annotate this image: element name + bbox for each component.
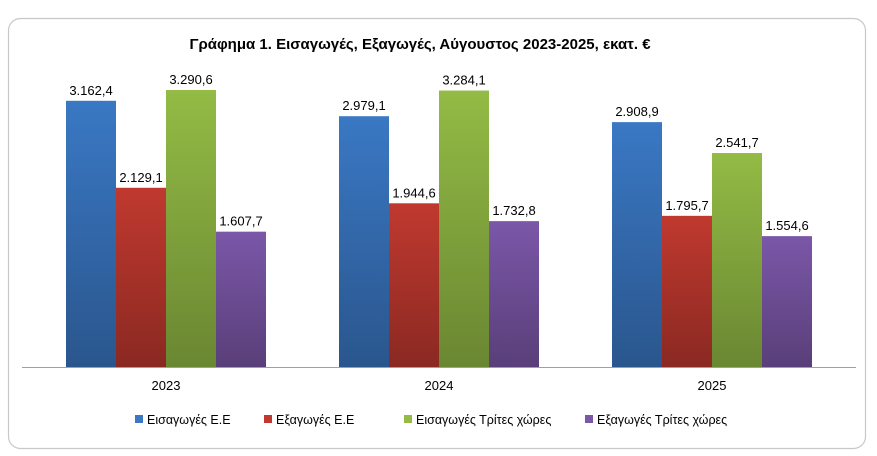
bar-2024-series-4 (489, 221, 539, 367)
data-label: 3.162,4 (69, 83, 112, 98)
bar-2025-series-4 (762, 236, 812, 367)
legend-label: Εισαγωγές Τρίτες χώρες (416, 413, 551, 427)
bar-2023-series-4 (216, 231, 266, 367)
data-label: 2.541,7 (715, 135, 758, 150)
bar-2023-series-2 (116, 187, 166, 367)
data-label: 1.944,6 (392, 185, 435, 200)
legend-label: Εισαγωγές Ε.Ε (147, 413, 231, 427)
bar-2025-series-2 (662, 215, 712, 367)
legend-swatch (135, 415, 143, 423)
bar-2024-series-3 (439, 90, 489, 367)
data-label: 2.129,1 (119, 170, 162, 185)
legend-label: Εξαγωγές Ε.Ε (276, 413, 354, 427)
x-tick-label: 2024 (425, 378, 454, 393)
bar-2023-series-3 (166, 90, 216, 367)
x-tick-label: 2023 (152, 378, 181, 393)
legend-label: Εξαγωγές Τρίτες χώρες (597, 413, 727, 427)
data-label: 1.795,7 (665, 198, 708, 213)
data-label: 1.732,8 (492, 203, 535, 218)
data-label: 3.290,6 (169, 72, 212, 87)
legend-swatch (264, 415, 272, 423)
chart-title: Γράφημα 1. Εισαγωγές, Εξαγωγές, Αύγουστο… (189, 36, 651, 53)
bar-2025-series-3 (712, 153, 762, 367)
data-label: 1.607,7 (219, 214, 262, 229)
bar-2024-series-2 (389, 203, 439, 367)
bar-2025-series-1 (612, 122, 662, 367)
x-tick-label: 2025 (698, 378, 727, 393)
bar-2024-series-1 (339, 116, 389, 367)
data-label: 3.284,1 (442, 73, 485, 88)
data-label: 1.554,6 (765, 218, 808, 233)
data-label: 2.979,1 (342, 98, 385, 113)
legend-swatch (404, 415, 412, 423)
bar-2023-series-1 (66, 100, 116, 367)
legend-swatch (585, 415, 593, 423)
data-label: 2.908,9 (615, 104, 658, 119)
